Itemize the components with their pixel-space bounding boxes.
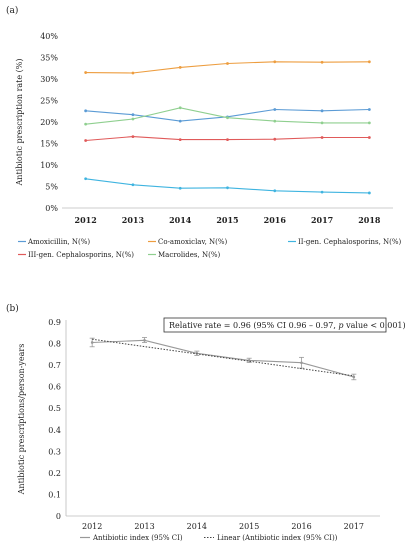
annotation-text: Relative rate = 0.96 (95% CI 0.96 – 0.97…	[169, 321, 406, 330]
x-tick-label: 2017	[311, 215, 333, 225]
data-point	[367, 60, 371, 64]
y-tick-label: 0	[56, 512, 61, 521]
data-point	[178, 65, 182, 69]
legend-label: Amoxicillin, N(%)	[27, 238, 90, 246]
x-tick-label: 2014	[187, 522, 207, 531]
x-tick-label: 2016	[264, 215, 287, 225]
x-tick-label: 2013	[134, 522, 154, 531]
y-axis-label: Antibiotic prescription rate (%)	[15, 59, 24, 187]
data-point	[226, 138, 229, 142]
trend-line	[92, 338, 354, 377]
x-tick-label: 2012	[82, 522, 102, 531]
y-tick-label: 0.9	[48, 318, 61, 327]
data-point	[131, 71, 135, 75]
data-point	[320, 190, 324, 194]
x-tick-label: 2017	[344, 522, 364, 531]
x-tick-label: 2015	[239, 522, 259, 531]
data-point	[367, 136, 371, 139]
legend-label: Co-amoxiclav, N(%)	[158, 238, 228, 246]
data-point	[178, 138, 182, 142]
chart-b: 0 0.1 0.2 0.3 0.4 0.5 0.6 0.7 0.8 0.9 2012 2013 2014…	[17, 317, 406, 542]
data-point	[273, 60, 277, 64]
data-point	[131, 135, 135, 139]
data-point	[84, 109, 88, 113]
data-point	[84, 71, 88, 74]
legend-label: III-gen. Cephalosporins, N(%)	[28, 251, 134, 259]
legend-label: Linear (Antibiotic index (95% CI))	[217, 534, 338, 542]
data-point	[226, 62, 229, 65]
data-point	[273, 119, 277, 123]
y-tick-label: 0.1	[48, 490, 61, 499]
data-point	[178, 119, 182, 123]
y-tick-label: 0.6	[48, 383, 61, 392]
data-point	[300, 361, 303, 365]
y-tick-label: 0.2	[48, 469, 61, 478]
y-tick-label: 30%	[40, 75, 58, 84]
data-point	[352, 375, 356, 379]
x-tick-label: 2013	[122, 215, 145, 225]
y-tick-label: 0.4	[48, 426, 61, 435]
data-point	[367, 108, 371, 111]
legend-label: Macrolides, N(%)	[158, 251, 220, 259]
x-tick-label: 2012	[75, 215, 97, 225]
data-point	[320, 109, 324, 113]
chart-a: 0% 5% 10% 15% 20% 25% 30% 35% 40% 2012 2013 2014 201…	[15, 32, 402, 259]
y-tick-label: 0.3	[48, 447, 61, 456]
data-point	[273, 189, 277, 193]
data-point	[320, 60, 324, 64]
data-point	[178, 106, 182, 110]
y-tick-label: 0.8	[48, 340, 61, 349]
y-tick-label: 15%	[40, 140, 58, 149]
data-point	[131, 117, 135, 121]
annotation-suffix: value < 0.001)	[344, 321, 406, 330]
panel-b-label: (b)	[6, 303, 19, 314]
x-tick-label: 2015	[216, 215, 238, 225]
panel-a-label: (a)	[6, 5, 18, 16]
data-point	[84, 122, 88, 126]
y-tick-label: 0%	[45, 204, 58, 213]
y-tick-label: 0.5	[48, 404, 61, 413]
y-tick-label: 20%	[40, 118, 58, 127]
annotation-prefix: Relative rate = 0.96 (95% CI 0.96 – 0.97…	[169, 321, 338, 330]
series-line	[92, 339, 354, 378]
data-point	[143, 339, 146, 342]
y-tick-label: 5%	[45, 183, 58, 192]
annotation-box	[163, 317, 387, 333]
y-tick-label: 10%	[40, 161, 58, 170]
data-point	[84, 177, 88, 181]
data-point	[273, 137, 277, 141]
data-point	[367, 191, 371, 195]
y-tick-label: 40%	[40, 32, 58, 41]
y-tick-label: 35%	[40, 54, 58, 63]
data-point	[84, 139, 88, 142]
annotation-italic: p	[338, 321, 343, 330]
series-line	[85, 178, 370, 194]
data-point	[90, 341, 94, 344]
legend-label: Antibiotic index (95% CI)	[92, 534, 183, 542]
data-point	[367, 121, 371, 125]
y-axis-label: Antibiotic prescriptions/person-years	[17, 344, 26, 496]
data-point	[320, 136, 324, 139]
data-point	[131, 113, 135, 117]
x-tick-label: 2014	[169, 215, 192, 225]
legend-label: II-gen. Cephalosporins, N(%)	[298, 238, 402, 246]
y-tick-label: 0.7	[48, 361, 61, 370]
y-tick-label: 25%	[40, 97, 58, 106]
data-point	[226, 116, 229, 120]
data-point	[226, 186, 229, 190]
x-tick-label: 2016	[291, 522, 311, 531]
data-point	[131, 183, 135, 187]
data-point	[273, 108, 277, 111]
x-tick-label: 2018	[358, 215, 381, 225]
data-point	[178, 186, 182, 190]
data-point	[320, 121, 324, 125]
